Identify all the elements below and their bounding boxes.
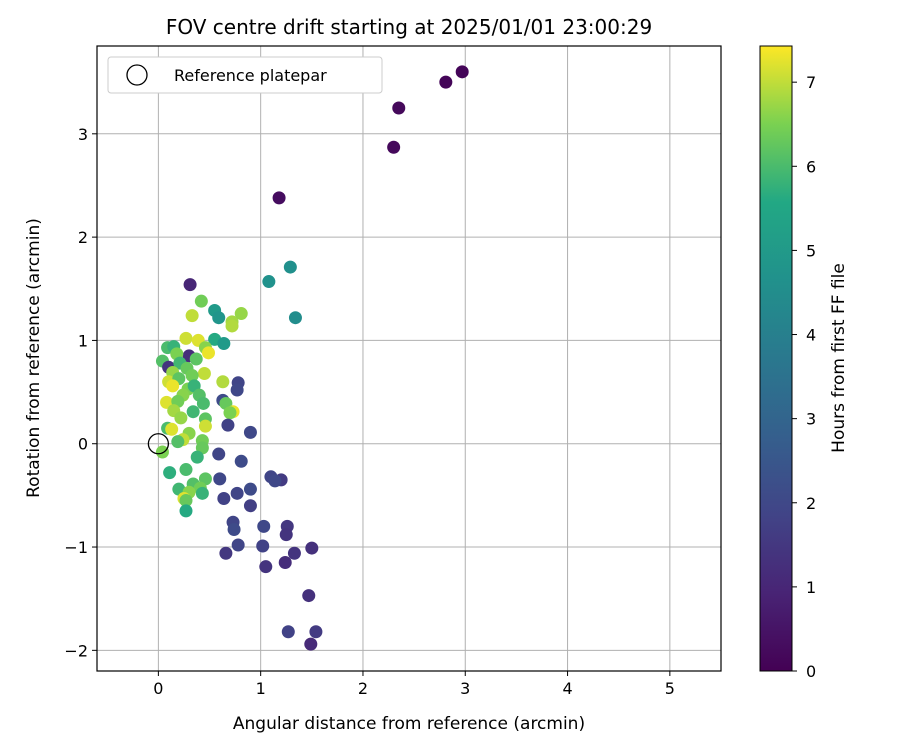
y-tick-label: 1: [78, 331, 88, 350]
colorbar-tick-label: 2: [806, 494, 816, 513]
colorbar: [759, 45, 793, 672]
y-tick-label: −1: [64, 538, 88, 557]
x-axis-ticks: 0 1 2 3 4 5: [153, 671, 675, 698]
data-point: [259, 560, 273, 574]
data-point: [302, 589, 316, 603]
data-point: [212, 447, 226, 461]
data-point: [309, 625, 323, 639]
data-point: [243, 425, 257, 439]
data-point: [257, 519, 271, 533]
data-point: [287, 546, 301, 560]
data-point: [243, 499, 257, 513]
x-tick-label: 5: [665, 679, 675, 698]
data-point: [268, 474, 282, 488]
colorbar-tick-label: 1: [806, 578, 816, 597]
y-axis-label: Rotation from reference (arcmin): [24, 218, 44, 498]
data-point: [304, 637, 318, 651]
data-point: [272, 191, 286, 205]
data-point: [174, 411, 188, 425]
data-point: [243, 482, 257, 496]
reference-marker-group: [147, 433, 170, 455]
colorbar-tick-label: 0: [806, 662, 816, 681]
x-tick-label: 0: [153, 679, 163, 698]
data-point: [195, 486, 209, 500]
data-point: [230, 486, 244, 500]
data-point: [281, 625, 295, 639]
data-point: [227, 522, 241, 536]
data-point: [163, 466, 177, 480]
data-point: [189, 352, 203, 366]
data-point: [234, 307, 248, 321]
colorbar-tick-label: 4: [806, 326, 816, 345]
colorbar-tick-label: 3: [806, 410, 816, 429]
colorbar-label: Hours from first FF file: [829, 263, 849, 453]
data-point: [223, 406, 237, 420]
data-point: [392, 101, 406, 115]
y-tick-label: 2: [78, 228, 88, 247]
data-point: [288, 311, 302, 325]
x-tick-label: 3: [460, 679, 470, 698]
data-point: [198, 419, 212, 433]
data-point: [179, 494, 193, 508]
data-point: [230, 383, 244, 397]
colorbar-tick-label: 7: [806, 73, 816, 92]
data-point: [231, 538, 245, 552]
data-point: [387, 140, 401, 154]
x-tick-label: 4: [562, 679, 572, 698]
legend-box: [107, 56, 383, 94]
data-point: [155, 445, 169, 459]
data-point: [234, 454, 248, 468]
colorbar-tick-label: 6: [806, 157, 816, 176]
data-point: [202, 346, 216, 360]
y-axis-ticks: −2 −1 0 1 2 3: [64, 125, 97, 660]
data-point: [219, 546, 233, 560]
data-point: [183, 278, 197, 292]
colorbar-ticks: 0 1 2 3 4 5 6 7: [792, 73, 816, 681]
legend-entry-reference-platepar: Reference platepar: [174, 66, 327, 85]
data-point: [179, 331, 193, 345]
data-point: [186, 405, 200, 419]
data-point: [171, 435, 185, 449]
data-point: [212, 311, 226, 325]
data-point: [217, 337, 231, 351]
chart-title: FOV centre drift starting at 2025/01/01 …: [166, 15, 652, 39]
data-point: [221, 418, 235, 432]
data-point: [179, 504, 193, 518]
data-point: [216, 375, 230, 389]
legend-marker-reference-platepar: [126, 64, 148, 86]
data-point: [305, 541, 319, 555]
x-tick-label: 2: [358, 679, 368, 698]
data-point: [278, 556, 292, 570]
grid-lines: [97, 46, 721, 671]
y-tick-label: 0: [78, 435, 88, 454]
data-point: [262, 275, 276, 289]
x-tick-label: 1: [256, 679, 266, 698]
data-point: [256, 539, 270, 553]
data-point: [217, 491, 231, 505]
data-point: [190, 450, 204, 464]
data-point: [283, 260, 297, 274]
data-point: [439, 75, 453, 89]
data-points: [155, 65, 469, 651]
data-point: [185, 309, 199, 323]
y-tick-label: 3: [78, 125, 88, 144]
data-point: [455, 65, 469, 79]
x-axis-label: Angular distance from reference (arcmin): [233, 714, 585, 734]
data-point: [225, 319, 239, 333]
y-tick-label: −2: [64, 641, 88, 660]
colorbar-tick-label: 5: [806, 241, 816, 260]
data-point: [166, 379, 180, 393]
data-point: [165, 422, 179, 436]
reference-platepar-marker: [147, 433, 170, 455]
data-point: [279, 528, 293, 542]
data-point: [179, 463, 193, 477]
data-point: [196, 396, 210, 410]
data-point: [194, 294, 208, 308]
data-point: [197, 366, 211, 380]
legend: Reference platepar: [107, 56, 383, 94]
data-point: [185, 369, 199, 383]
plot-frame: [96, 45, 722, 672]
data-point: [213, 472, 227, 486]
